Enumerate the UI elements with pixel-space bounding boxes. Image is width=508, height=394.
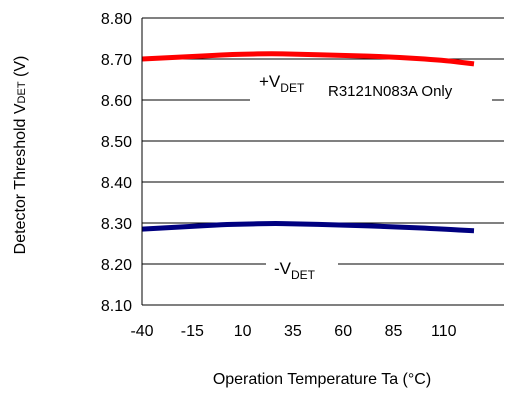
x-tick-labels: -40 -15 10 35 60 85 110: [130, 323, 456, 340]
y-tick-label: 8.60: [101, 93, 132, 110]
y-axis-title: Detector Threshold VDET (V): [12, 56, 29, 255]
y-axis-title-main: Detector Threshold V: [12, 103, 29, 254]
x-tick-label: -40: [130, 323, 153, 340]
y-tick-label: 8.50: [101, 134, 132, 151]
y-tick-label: 8.40: [101, 175, 132, 192]
x-tick-label: 60: [334, 323, 352, 340]
plus-vdet-line: [141, 51, 475, 67]
y-tick-label: 8.10: [101, 298, 132, 315]
y-tick-label: 8.30: [101, 216, 132, 233]
y-tick-labels: 8.80 8.70 8.60 8.50 8.40 8.30 8.20 8.10: [101, 11, 132, 315]
note-label: R3121N083A Only: [328, 83, 453, 100]
minus-vdet-label-bg: [266, 250, 338, 288]
y-tick-label: 8.80: [101, 11, 132, 28]
minus-vdet-sub: DET: [291, 268, 316, 282]
x-tick-label: 35: [284, 323, 302, 340]
x-tick-label: 85: [385, 323, 403, 340]
plus-vdet-label-bg: [250, 64, 328, 102]
y-axis-title-sub: DET: [16, 81, 28, 103]
minus-vdet-line: [141, 221, 475, 234]
minus-vdet-label: -VDET: [274, 259, 316, 282]
y-tick-label: 8.20: [101, 257, 132, 274]
note-label-bg: [322, 74, 492, 102]
x-axis-title: Operation Temperature Ta (°C): [213, 371, 431, 388]
x-tick-label: 110: [431, 323, 457, 340]
minus-vdet-prefix: -V: [274, 259, 292, 278]
plus-vdet-label: +VDET: [259, 72, 305, 95]
y-axis-title-unit: (V): [12, 56, 29, 82]
x-tick-label: 10: [234, 323, 252, 340]
plus-vdet-sub: DET: [280, 81, 305, 95]
series-lines: [141, 51, 475, 234]
y-tick-label: 8.70: [101, 52, 132, 69]
x-tick-label: -15: [181, 323, 204, 340]
plus-vdet-prefix: +V: [259, 72, 281, 91]
